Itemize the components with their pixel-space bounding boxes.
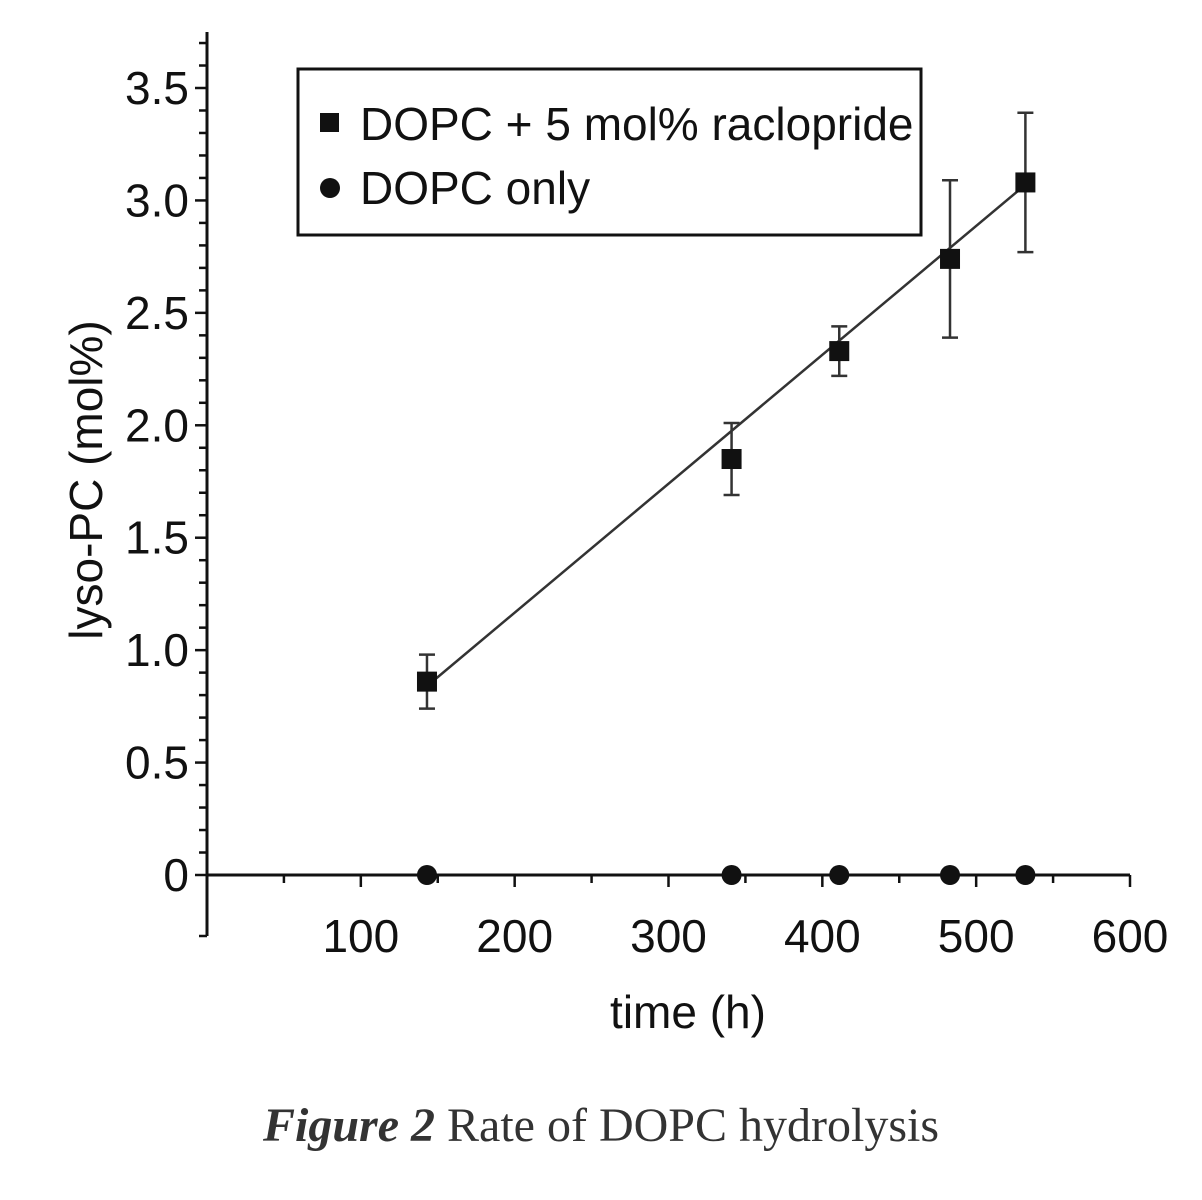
x-tick-label: 200 xyxy=(476,910,553,962)
x-axis-title: time (h) xyxy=(610,986,766,1038)
legend-circle-marker xyxy=(320,178,340,198)
legend-box xyxy=(296,67,923,237)
x-tick-label: 600 xyxy=(1092,910,1169,962)
y-tick-label: 1.0 xyxy=(125,624,189,676)
legend-label: DOPC + 5 mol% raclopride xyxy=(360,98,913,150)
legend-square-marker xyxy=(320,113,339,132)
chart-marks xyxy=(416,111,1036,885)
data-point-circle xyxy=(829,865,850,885)
data-point-square xyxy=(829,341,850,362)
fit-line xyxy=(426,183,1027,688)
y-tick-label: 3.5 xyxy=(125,62,189,114)
x-tick-label: 500 xyxy=(938,910,1015,962)
legend-label: DOPC only xyxy=(360,162,590,214)
figure-caption-text: Rate of DOPC hydrolysis xyxy=(447,1099,940,1152)
data-point-circle xyxy=(416,865,437,885)
y-tick-label: 1.5 xyxy=(125,512,189,564)
x-tick-label: 400 xyxy=(784,910,861,962)
y-tick-label: 0 xyxy=(163,849,189,901)
data-point-square xyxy=(1015,172,1036,193)
chart: 0 0.5 1.0 1.5 2.0 2.5 3.0 3.5 100 200 300 400 500 600… xyxy=(60,32,1168,1038)
y-tick-label: 3.0 xyxy=(125,174,189,226)
data-point-circle xyxy=(1015,865,1036,885)
data-point-square xyxy=(940,248,961,269)
data-point-circle xyxy=(940,865,961,885)
y-tick-label: 2.0 xyxy=(125,399,189,451)
y-tick-label: 0.5 xyxy=(125,737,189,789)
figure-caption: Figure 2 Rate of DOPC hydrolysis xyxy=(0,1098,1202,1153)
x-tick-label: 300 xyxy=(630,910,707,962)
data-point-circle xyxy=(721,865,742,885)
figure-label: Figure 2 xyxy=(262,1099,436,1152)
x-tick-label: 100 xyxy=(322,910,399,962)
chart-axes: 0 0.5 1.0 1.5 2.0 2.5 3.0 3.5 100 200 300 400 500 600… xyxy=(60,32,1168,1038)
legend: DOPC + 5 mol% raclopride DOPC only xyxy=(296,67,923,237)
y-axis-title: lyso-PC (mol%) xyxy=(60,320,112,639)
data-point-square xyxy=(721,449,742,470)
data-point-square xyxy=(416,671,437,692)
y-tick-label: 2.5 xyxy=(125,287,189,339)
